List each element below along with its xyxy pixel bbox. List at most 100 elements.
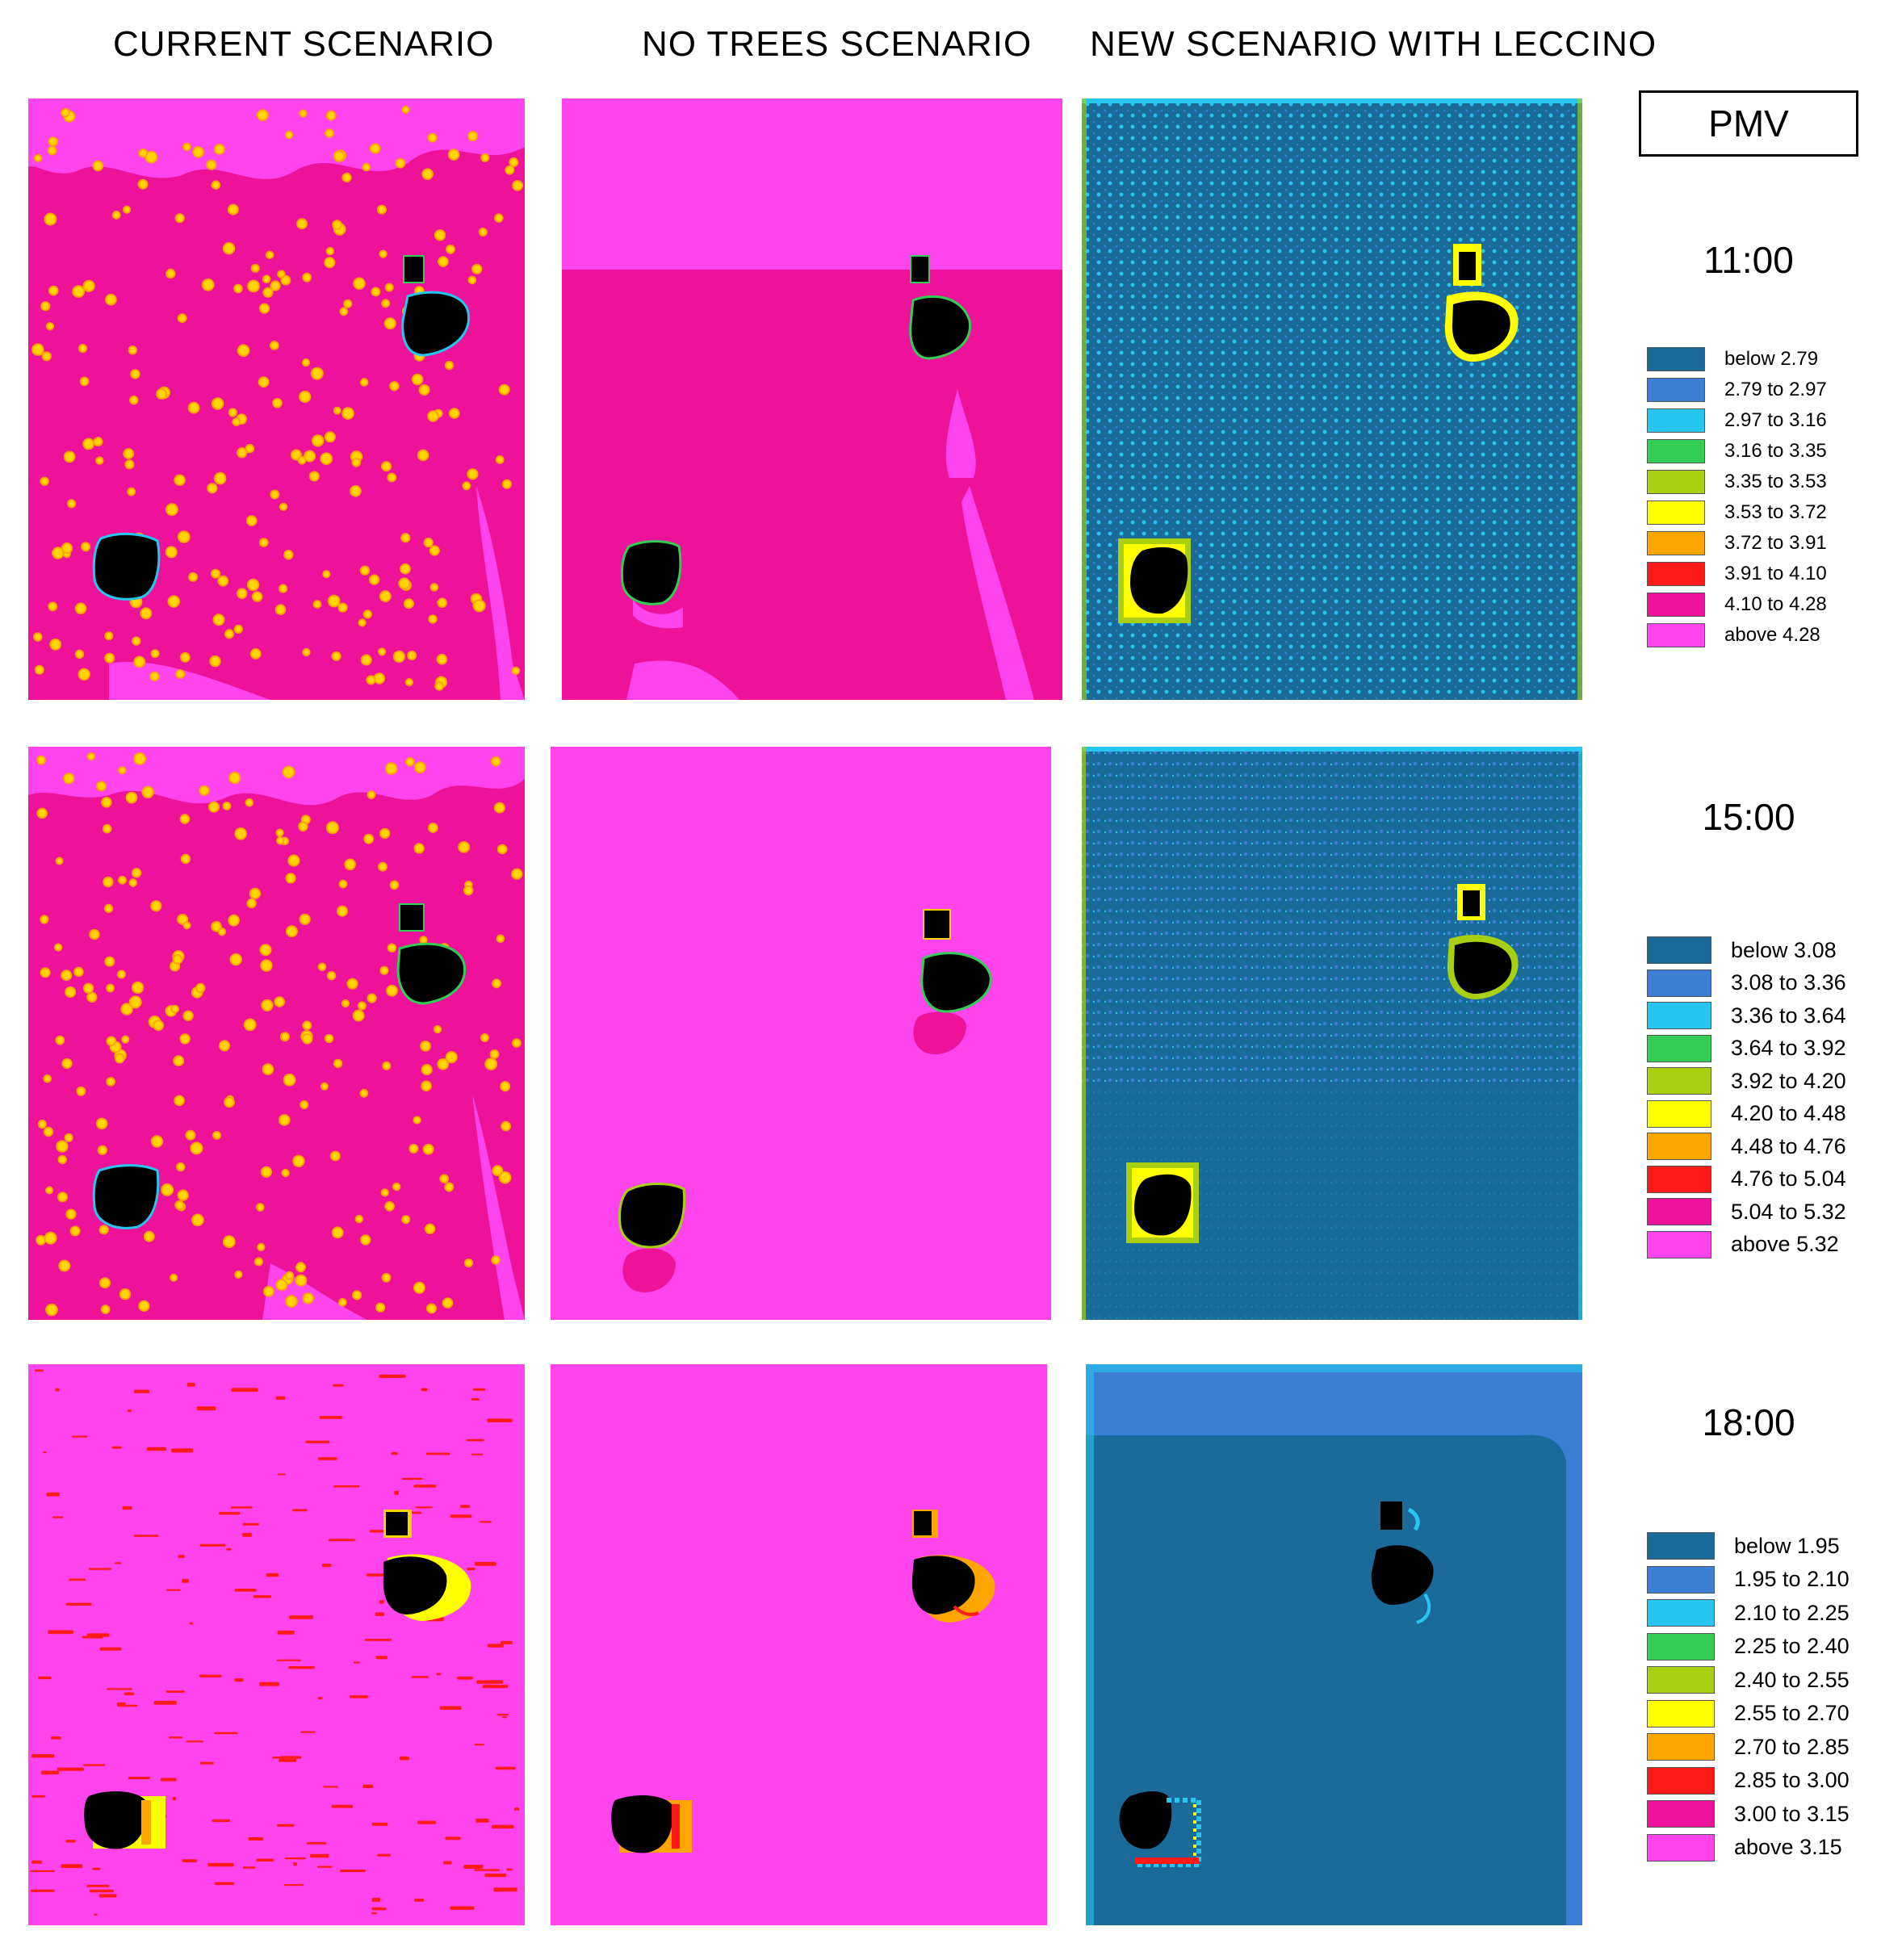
legend-entry: 4.20 to 4.48 xyxy=(1647,1099,1846,1128)
pmv-legend-title: PMV xyxy=(1639,90,1858,157)
column-title-no-trees: NO TREES SCENARIO xyxy=(642,24,1033,64)
legend-label: 2.85 to 3.00 xyxy=(1734,1768,1850,1792)
legend-label: 2.40 to 2.55 xyxy=(1734,1667,1850,1692)
legend-entry: below 3.08 xyxy=(1647,936,1846,964)
legend-label: below 1.95 xyxy=(1734,1533,1840,1558)
legend-swatch xyxy=(1647,470,1705,494)
legend-label: 3.92 to 4.20 xyxy=(1731,1068,1846,1093)
legend-swatch xyxy=(1647,1666,1715,1694)
legend-label: above 5.32 xyxy=(1731,1232,1839,1256)
legend-swatch xyxy=(1647,1833,1715,1862)
legend-entry: 2.25 to 2.40 xyxy=(1647,1632,1850,1661)
legend-swatch xyxy=(1647,623,1705,647)
column-title-current: CURRENT SCENARIO xyxy=(113,24,495,64)
legend-label: below 2.79 xyxy=(1724,348,1819,370)
legend-swatch xyxy=(1647,1198,1711,1225)
legend-label: 1.95 to 2.10 xyxy=(1734,1567,1850,1591)
legend-entry: below 2.79 xyxy=(1647,347,1827,371)
legend-swatch xyxy=(1647,531,1705,555)
legend-swatch xyxy=(1647,1133,1711,1160)
map-no-trees-18 xyxy=(551,1364,1047,1925)
legend-swatch xyxy=(1647,408,1705,433)
legend-entry: above 5.32 xyxy=(1647,1230,1846,1259)
pmv-legend-15: below 3.08 3.08 to 3.36 3.36 to 3.64 3.64 t… xyxy=(1647,936,1846,1263)
legend-entry: 3.53 to 3.72 xyxy=(1647,500,1827,525)
legend-swatch xyxy=(1647,1800,1715,1828)
legend-swatch xyxy=(1647,1699,1715,1728)
legend-entry: 2.85 to 3.00 xyxy=(1647,1766,1850,1795)
legend-label: 3.36 to 3.64 xyxy=(1731,1003,1846,1028)
legend-swatch xyxy=(1647,1766,1715,1795)
legend-entry: 1.95 to 2.10 xyxy=(1647,1565,1850,1594)
legend-swatch xyxy=(1647,439,1705,463)
legend-entry: above 3.15 xyxy=(1647,1833,1850,1862)
legend-label: 2.55 to 2.70 xyxy=(1734,1701,1850,1725)
legend-swatch xyxy=(1647,1230,1711,1259)
legend-entry: 3.91 to 4.10 xyxy=(1647,562,1827,586)
legend-label: 4.48 to 4.76 xyxy=(1731,1133,1846,1158)
legend-entry: 3.35 to 3.53 xyxy=(1647,470,1827,494)
legend-label: 2.25 to 2.40 xyxy=(1734,1634,1850,1658)
legend-entry: 3.16 to 3.35 xyxy=(1647,439,1827,463)
legend-swatch xyxy=(1647,1067,1711,1095)
map-current-15 xyxy=(28,747,525,1320)
legend-swatch xyxy=(1647,936,1711,964)
legend-entry: 4.10 to 4.28 xyxy=(1647,593,1827,617)
legend-label: 3.35 to 3.53 xyxy=(1724,471,1827,492)
legend-label: 3.53 to 3.72 xyxy=(1724,501,1827,523)
legend-entry: 4.76 to 5.04 xyxy=(1647,1165,1846,1193)
legend-label: 5.04 to 5.32 xyxy=(1731,1199,1846,1224)
legend-entry: 2.40 to 2.55 xyxy=(1647,1666,1850,1694)
legend-swatch xyxy=(1647,1099,1711,1128)
legend-swatch xyxy=(1647,378,1705,402)
legend-entry: 2.97 to 3.16 xyxy=(1647,408,1827,433)
legend-swatch xyxy=(1647,1165,1711,1193)
legend-swatch xyxy=(1647,500,1705,525)
legend-swatch xyxy=(1647,1532,1715,1560)
legend-entry: 3.64 to 3.92 xyxy=(1647,1034,1846,1062)
legend-entry: above 4.28 xyxy=(1647,623,1827,647)
legend-swatch xyxy=(1647,1599,1715,1627)
legend-swatch xyxy=(1647,1034,1711,1062)
legend-entry: 3.92 to 4.20 xyxy=(1647,1067,1846,1095)
map-leccino-18 xyxy=(1086,1364,1582,1925)
time-label-18: 18:00 xyxy=(1702,1401,1795,1443)
legend-swatch xyxy=(1647,1002,1711,1029)
legend-label: 3.08 to 3.36 xyxy=(1731,970,1846,995)
legend-label: 2.70 to 2.85 xyxy=(1734,1734,1850,1759)
legend-entry: below 1.95 xyxy=(1647,1532,1850,1560)
legend-label: 2.97 to 3.16 xyxy=(1724,409,1827,431)
legend-entry: 2.10 to 2.25 xyxy=(1647,1599,1850,1627)
legend-label: 3.64 to 3.92 xyxy=(1731,1036,1846,1060)
map-current-11 xyxy=(28,98,525,700)
legend-swatch xyxy=(1647,1733,1715,1761)
legend-swatch xyxy=(1647,593,1705,617)
legend-label: 3.00 to 3.15 xyxy=(1734,1801,1850,1826)
map-current-18 xyxy=(28,1364,525,1925)
legend-label: 3.91 to 4.10 xyxy=(1724,563,1827,584)
legend-entry: 3.00 to 3.15 xyxy=(1647,1800,1850,1828)
legend-label: 4.10 to 4.28 xyxy=(1724,593,1827,615)
legend-entry: 3.36 to 3.64 xyxy=(1647,1002,1846,1029)
time-label-15: 15:00 xyxy=(1702,796,1795,838)
map-leccino-11 xyxy=(1082,98,1582,700)
column-title-leccino: NEW SCENARIO WITH LECCINO xyxy=(1090,24,1657,64)
legend-swatch xyxy=(1647,347,1705,371)
legend-entry: 3.72 to 3.91 xyxy=(1647,531,1827,555)
legend-label: above 4.28 xyxy=(1724,624,1820,646)
legend-swatch xyxy=(1647,562,1705,586)
legend-label: 3.16 to 3.35 xyxy=(1724,440,1827,462)
time-label-11: 11:00 xyxy=(1703,239,1794,281)
legend-swatch xyxy=(1647,969,1711,997)
legend-label: 4.76 to 5.04 xyxy=(1731,1166,1846,1191)
pmv-legend-18: below 1.95 1.95 to 2.10 2.10 to 2.25 2.25 t… xyxy=(1647,1532,1850,1867)
legend-entry: 2.55 to 2.70 xyxy=(1647,1699,1850,1728)
pmv-legend-11: below 2.79 2.79 to 2.97 2.97 to 3.16 3.16 t… xyxy=(1647,347,1827,654)
legend-swatch xyxy=(1647,1632,1715,1661)
map-no-trees-11 xyxy=(562,98,1062,700)
legend-entry: 5.04 to 5.32 xyxy=(1647,1198,1846,1225)
legend-label: 2.10 to 2.25 xyxy=(1734,1600,1850,1625)
legend-label: below 3.08 xyxy=(1731,937,1837,962)
map-leccino-15 xyxy=(1082,747,1582,1320)
legend-label: above 3.15 xyxy=(1734,1835,1842,1859)
